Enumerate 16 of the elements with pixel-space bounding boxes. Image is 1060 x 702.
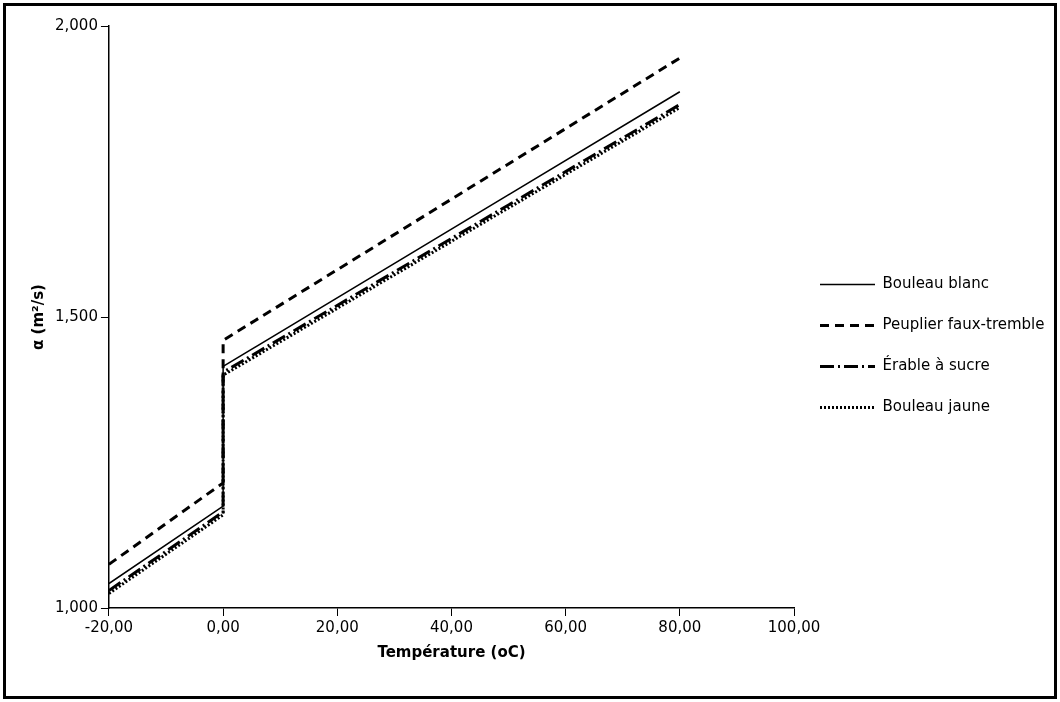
legend-label: Bouleau blanc [882,274,989,293]
legend-label: Érable à sucre [882,355,990,375]
x-tick-label: 60,00 [544,617,588,636]
x-tick-label: 100,00 [767,617,821,636]
x-tick-label: 80,00 [658,617,702,636]
x-tick-label: 20,00 [315,617,359,636]
legend-label: Bouleau jaune [882,397,990,416]
y-tick-label: 1,500 [54,306,98,325]
x-tick-label: 0,00 [206,617,240,636]
x-tick-label: 40,00 [429,617,473,636]
legend-label: Peuplier faux-tremble [882,315,1045,334]
x-tick-label: -20,00 [84,617,134,636]
x-axis-title: Température (oC) [377,642,526,661]
y-tick-label: 1,000 [54,597,98,616]
y-axis-title: α (m²/s) [28,284,47,350]
y-tick-label: 2,000 [54,15,98,34]
